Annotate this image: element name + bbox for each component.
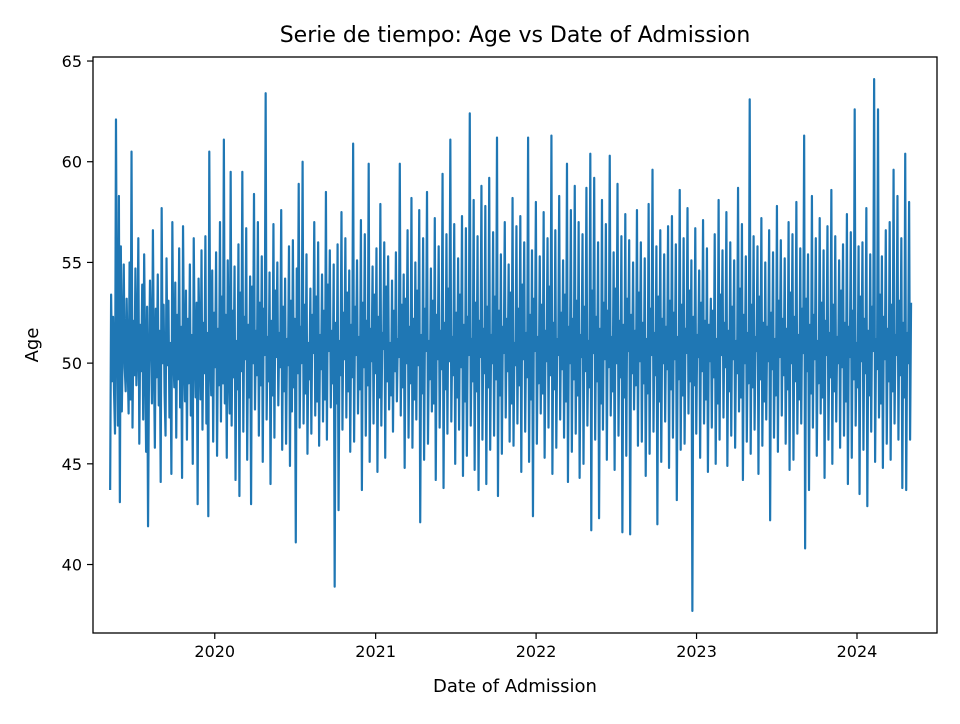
- y-tick-label: 55: [62, 253, 82, 272]
- y-tick-label: 65: [62, 52, 82, 71]
- y-tick-label: 50: [62, 354, 82, 373]
- series-group: [109, 78, 913, 612]
- x-tick-label: 2023: [676, 642, 717, 661]
- x-tick-label: 2021: [355, 642, 396, 661]
- x-axis: 2020 2021 2022 2023 2024: [194, 633, 877, 661]
- y-tick-label: 45: [62, 455, 82, 474]
- y-tick-label: 40: [62, 556, 82, 575]
- series-line: [109, 78, 913, 612]
- x-axis-label: Date of Admission: [433, 676, 597, 697]
- x-tick-label: 2022: [516, 642, 557, 661]
- x-tick-label: 2024: [837, 642, 878, 661]
- y-axis: 40 45 50 55 60 65: [62, 52, 93, 575]
- x-tick-label: 2020: [194, 642, 235, 661]
- y-axis-label: Age: [22, 328, 43, 363]
- y-tick-label: 60: [62, 153, 82, 172]
- plot-frame: [92, 56, 938, 634]
- chart-title: Serie de tiempo: Age vs Date of Admissio…: [280, 23, 751, 48]
